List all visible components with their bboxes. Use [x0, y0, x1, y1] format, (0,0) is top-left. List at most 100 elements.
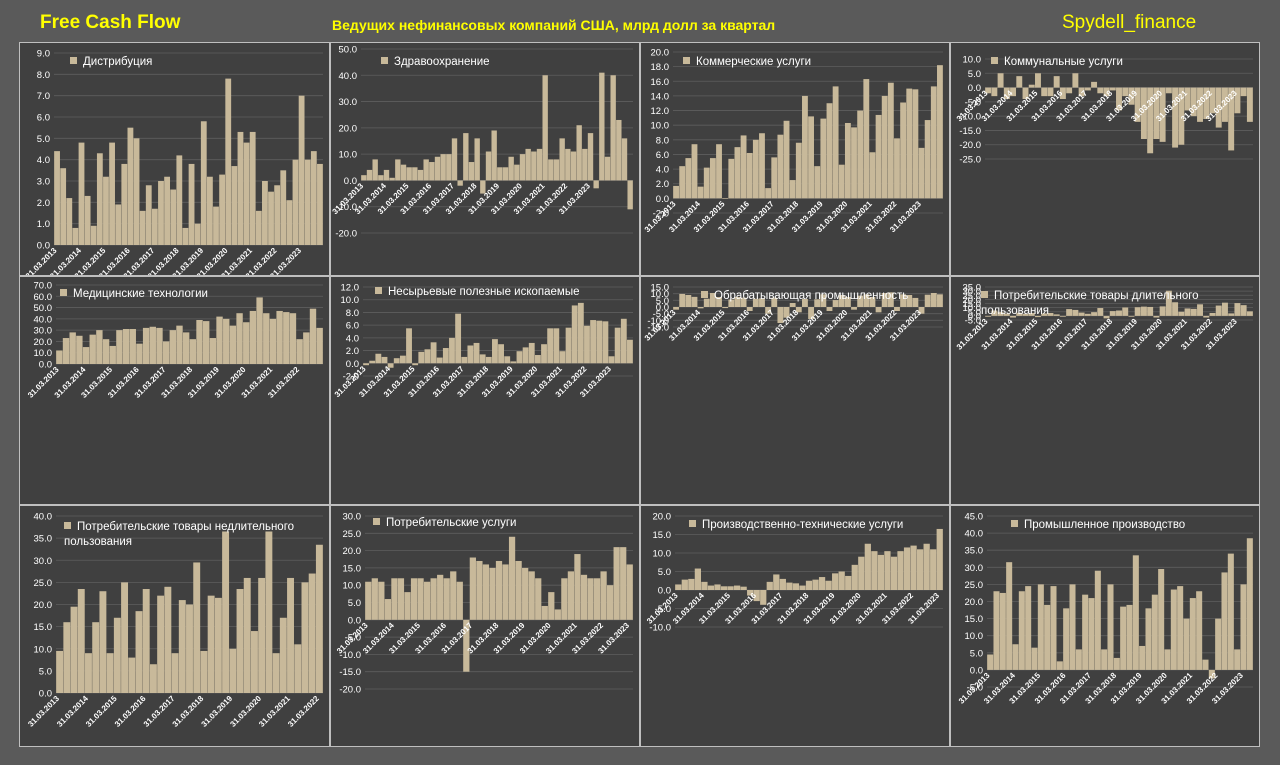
- chart-12-bar: [1240, 584, 1247, 670]
- chart-7-legend: Обрабатывающая промышленность: [701, 289, 908, 304]
- chart-11-bar: [818, 577, 826, 590]
- chart-11-bar: [701, 581, 708, 590]
- chart-4-bar: [1116, 87, 1122, 111]
- chart-2-y-tick-label: 50.0: [339, 45, 358, 56]
- chart-7-bar: [709, 293, 716, 307]
- chart-1-bar: [292, 159, 299, 245]
- chart-12-bar: [1056, 661, 1063, 670]
- chart-9-bar: [164, 586, 172, 693]
- chart-5-bar: [203, 321, 210, 364]
- chart-6-bar: [504, 356, 511, 364]
- chart-3-bar: [869, 152, 876, 199]
- chart-5-bar: [196, 319, 203, 364]
- chart-8-bar: [997, 312, 1004, 316]
- chart-9-y-tick-label: 5.0: [39, 666, 52, 677]
- chart-6-bar: [571, 305, 578, 364]
- chart-11-bar: [851, 564, 858, 590]
- chart-1-bar: [164, 176, 171, 245]
- chart-10-bar: [548, 592, 555, 620]
- chart-2-legend: Здравоохранение: [381, 55, 490, 70]
- chart-1-legend: Дистрибуция: [70, 55, 152, 70]
- chart-3-bar: [814, 166, 821, 199]
- chart-3-bar: [894, 138, 900, 199]
- chart-9-bar: [113, 617, 121, 693]
- chart-9-title: Потребительские товары недлительного пол…: [64, 521, 295, 548]
- chart-6-bar: [485, 356, 492, 364]
- chart-7-bar: [795, 307, 802, 313]
- chart-7-bar: [679, 293, 686, 307]
- chart-1-bar: [182, 227, 189, 245]
- chart-7-bar: [703, 298, 710, 307]
- chart-12-bar: [1120, 606, 1127, 670]
- chart-2-y-tick-label: 40.0: [339, 71, 358, 82]
- chart-1-bar: [96, 153, 103, 245]
- chart-4-bar: [1172, 87, 1179, 148]
- chart-2-bar: [599, 72, 605, 181]
- chart-9-bar: [142, 589, 150, 693]
- chart-1-bar: [213, 206, 219, 245]
- chart-10-bar: [626, 564, 633, 620]
- chart-8-y-tick-label: 10.0: [963, 303, 982, 314]
- chart-12-y-tick-label: 10.0: [965, 631, 984, 642]
- chart-9-bar: [287, 577, 294, 693]
- chart-4-bar: [1140, 87, 1147, 139]
- chart-9-bar: [214, 597, 222, 693]
- chart-4-bar: [1022, 87, 1029, 99]
- chart-2-bar: [497, 167, 503, 181]
- chart-8-bar: [1116, 310, 1122, 316]
- chart-8-bar: [1172, 302, 1179, 316]
- chart-6-bar: [559, 351, 566, 364]
- chart-6-bar: [479, 354, 486, 364]
- chart-7-y-tick-label: -5.0: [653, 309, 669, 320]
- chart-12-y-tick-label: 15.0: [965, 614, 984, 625]
- chart-1-y-tick-label: 9.0: [37, 49, 50, 60]
- chart-8-bar: [1028, 312, 1035, 316]
- chart-9-svg: 0.0 5.0 10.0 15.0 20.0 25.0 30.0 35.0 40.0 31.03.…: [26, 512, 323, 729]
- chart-8-bar: [1016, 312, 1023, 316]
- chart-2-bar: [446, 154, 452, 181]
- chart-8-bar: [1134, 307, 1141, 316]
- chart-9-panel: 0.0 5.0 10.0 15.0 20.0 25.0 30.0 35.0 40.0 31.03.…: [19, 505, 330, 747]
- chart-1-title: Дистрибуция: [83, 56, 153, 68]
- chart-8-bar: [1178, 311, 1185, 316]
- chart-7-bar: [673, 307, 679, 310]
- chart-10-bar: [443, 578, 450, 620]
- chart-12-bar: [1170, 589, 1177, 670]
- chart-12-bar: [1208, 669, 1215, 679]
- chart-4-bar: [1190, 87, 1197, 117]
- chart-5-bar: [62, 338, 70, 364]
- chart-12-bar: [1221, 572, 1228, 670]
- chart-6-svg: -2.00.02.04.06.08.010.012.031.03.201331.…: [333, 283, 633, 399]
- chart-8-y-tick-label: 0.0: [968, 311, 981, 322]
- chart-6-y-tick-label: 6.0: [346, 321, 359, 332]
- chart-12-bar: [1126, 604, 1133, 670]
- chart-1-bar: [133, 138, 140, 245]
- chart-3-bar: [783, 120, 790, 199]
- chart-8-y-tick-label: -5.0: [965, 316, 981, 327]
- chart-8-y-tick-label: 25.0: [963, 291, 982, 302]
- chart-12-title: Промышленное производство: [1024, 519, 1186, 531]
- chart-3-bar: [918, 147, 925, 199]
- chart-10-y-tick-label: 30.0: [343, 512, 362, 523]
- chart-10-bar: [574, 554, 581, 620]
- chart-8-bar: [1072, 309, 1079, 316]
- chart-6-bar: [412, 363, 419, 366]
- chart-12-bar: [1202, 659, 1209, 670]
- chart-1-bar: [170, 189, 177, 245]
- chart-1-bar: [310, 151, 317, 245]
- chart-12-bar: [1012, 644, 1019, 670]
- chart-3-y-tick-label: 16.0: [651, 77, 670, 88]
- chart-6-bar: [522, 347, 529, 364]
- chart-12-bar: [1018, 591, 1025, 670]
- chart-12-legend-swatch: [1011, 520, 1018, 527]
- chart-3-svg: -2.0 0.0 2.0 4.0 6.0 8.0 10.0 12.0 14.0 16.0 18.0 2…: [643, 48, 943, 234]
- chart-4-bar: [1184, 87, 1191, 111]
- chart-4-y-tick-label: -15.0: [959, 126, 981, 137]
- chart-11-bar: [760, 590, 767, 605]
- chart-11-legend-swatch: [689, 520, 696, 527]
- chart-1-bar: [109, 142, 115, 245]
- chart-1-bar: [249, 131, 256, 245]
- chart-1-bar: [176, 155, 183, 245]
- chart-2-y-tick-label: -20.0: [335, 229, 357, 240]
- chart-1-bar: [219, 174, 226, 245]
